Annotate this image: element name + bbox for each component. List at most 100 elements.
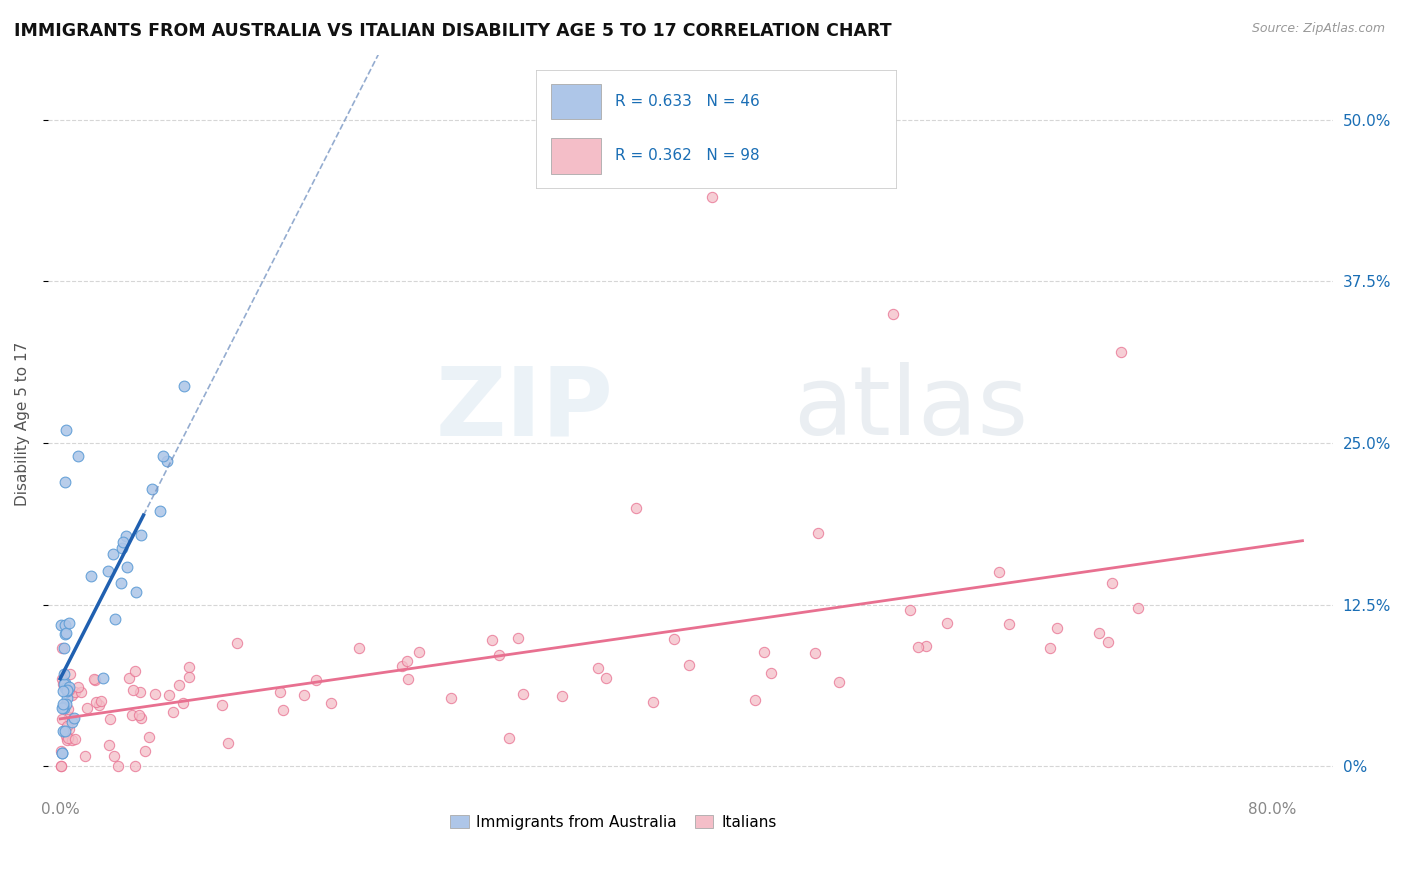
Point <box>271 703 294 717</box>
Point <box>49 618 72 632</box>
Point <box>52 684 75 698</box>
Point <box>1097 635 1119 649</box>
Point <box>52 723 75 738</box>
Point <box>56 702 79 716</box>
Point <box>1109 345 1132 359</box>
Point <box>226 636 249 650</box>
Point <box>52 677 75 691</box>
Point <box>52 667 75 681</box>
Point <box>60 688 83 702</box>
Point <box>87 698 110 712</box>
Point <box>60 714 83 729</box>
Point <box>915 639 938 653</box>
Point <box>60 732 83 747</box>
Point <box>124 759 146 773</box>
Point <box>51 712 73 726</box>
Point <box>269 685 291 699</box>
Point <box>828 674 851 689</box>
Point <box>408 645 430 659</box>
Point <box>55 724 77 739</box>
Point <box>103 749 125 764</box>
Point <box>51 746 73 760</box>
Point <box>53 675 76 690</box>
Point <box>759 665 782 680</box>
Point <box>97 564 120 578</box>
Point <box>121 707 143 722</box>
Point <box>58 731 80 745</box>
Point <box>988 565 1011 579</box>
Point <box>111 535 134 549</box>
Point <box>128 708 150 723</box>
Point <box>115 528 138 542</box>
Point <box>51 640 73 655</box>
Point <box>349 640 371 655</box>
Point <box>91 672 114 686</box>
Point <box>52 641 75 656</box>
Point <box>58 680 80 694</box>
Point <box>58 683 80 698</box>
Point <box>1126 601 1149 615</box>
Point <box>217 736 239 750</box>
Point <box>998 617 1021 632</box>
Point <box>76 701 98 715</box>
Point <box>53 475 76 489</box>
Point <box>138 731 160 745</box>
Point <box>624 500 647 515</box>
Point <box>882 307 904 321</box>
Point <box>58 709 80 723</box>
Point <box>898 603 921 617</box>
Point <box>488 648 510 662</box>
Point <box>319 696 342 710</box>
Point <box>512 687 534 701</box>
Point <box>678 657 700 672</box>
Point <box>80 569 103 583</box>
Point <box>149 503 172 517</box>
Point <box>111 541 134 555</box>
Point <box>58 722 80 736</box>
Point <box>58 616 80 631</box>
Point <box>83 673 105 688</box>
Point <box>907 640 929 655</box>
Point <box>595 671 617 685</box>
Point <box>52 697 75 711</box>
Legend: Immigrants from Australia, Italians: Immigrants from Australia, Italians <box>444 809 783 836</box>
Point <box>508 632 530 646</box>
Point <box>52 701 75 715</box>
Point <box>152 449 174 463</box>
Point <box>1046 621 1069 635</box>
Point <box>550 689 572 703</box>
Point <box>167 678 190 692</box>
Point <box>700 190 723 204</box>
Point <box>115 559 138 574</box>
Point <box>804 647 827 661</box>
Point <box>52 677 75 691</box>
Point <box>53 681 76 695</box>
Text: Source: ZipAtlas.com: Source: ZipAtlas.com <box>1251 22 1385 36</box>
Point <box>481 632 503 647</box>
Point <box>53 617 76 632</box>
Point <box>172 696 194 710</box>
Point <box>131 528 153 542</box>
Point <box>67 681 90 695</box>
Point <box>936 616 959 631</box>
Point <box>63 711 86 725</box>
Point <box>157 689 180 703</box>
Y-axis label: Disability Age 5 to 17: Disability Age 5 to 17 <box>15 342 30 506</box>
Point <box>641 695 664 709</box>
Point <box>62 712 84 726</box>
Point <box>118 671 141 685</box>
Point <box>63 684 86 698</box>
Point <box>124 664 146 678</box>
Point <box>49 759 72 773</box>
Point <box>744 693 766 707</box>
Point <box>103 547 125 561</box>
Point <box>59 667 82 681</box>
Point <box>129 685 152 699</box>
Point <box>67 449 90 463</box>
Point <box>56 683 79 698</box>
Text: ZIP: ZIP <box>436 362 613 455</box>
Point <box>49 744 72 758</box>
Point <box>51 701 73 715</box>
Point <box>63 732 86 747</box>
Point <box>1088 625 1111 640</box>
